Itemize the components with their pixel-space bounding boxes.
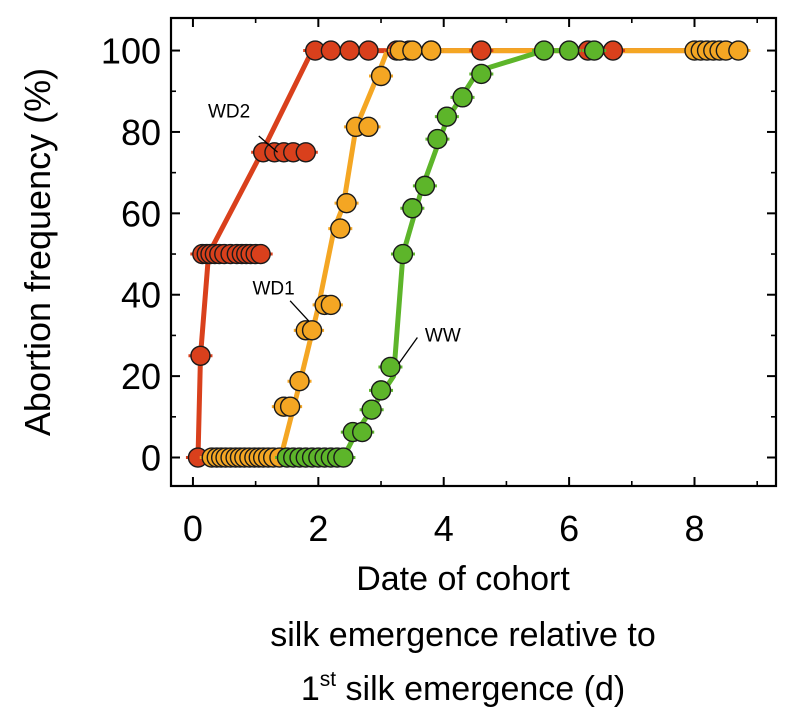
data-point	[427, 128, 448, 150]
data-point	[330, 218, 351, 239]
series-label-wd2: WD2	[208, 102, 250, 123]
data-point	[370, 65, 392, 87]
x-tick-label: 8	[684, 508, 704, 549]
data-point	[370, 380, 392, 401]
data-point	[320, 294, 342, 316]
series-points-ww	[274, 40, 607, 468]
y-axis-label: Abortion frequency (%)	[17, 68, 58, 436]
x-axis-label-line-2: silk emergence relative to	[270, 616, 656, 654]
data-point	[533, 40, 555, 61]
data-point	[250, 243, 271, 265]
data-point	[414, 175, 436, 197]
data-point	[358, 116, 379, 138]
data-point	[471, 40, 492, 61]
data-point	[452, 87, 473, 108]
data-point	[402, 198, 423, 219]
data-point	[358, 40, 379, 61]
data-point	[392, 243, 414, 265]
x-tick-label: 4	[434, 508, 454, 549]
series-line-wd2	[195, 48, 741, 460]
data-point	[301, 320, 323, 341]
data-point	[190, 345, 211, 366]
data-point	[333, 447, 354, 468]
data-point	[436, 106, 458, 127]
series-points-wd1	[199, 40, 751, 468]
y-tick-label: 0	[141, 438, 161, 479]
series-line-wd1	[195, 48, 741, 460]
annotation-leader	[258, 135, 279, 153]
series-layer	[185, 40, 751, 468]
x-tick-label: 2	[308, 508, 328, 549]
series-label-ww: WW	[425, 326, 461, 347]
annotation-leader	[398, 337, 418, 365]
data-point	[279, 396, 301, 417]
data-point	[339, 40, 360, 61]
data-point	[471, 63, 492, 85]
data-point	[380, 356, 401, 378]
data-point	[336, 192, 357, 214]
series-label-wd1: WD1	[253, 279, 295, 300]
data-point	[728, 40, 749, 61]
y-tick-label: 100	[101, 31, 161, 72]
data-point	[602, 40, 624, 61]
x-axis-label-line-3: 1st silk emergence (d)	[301, 668, 625, 708]
data-point	[289, 371, 310, 392]
data-point	[295, 142, 316, 163]
x-axis-label-sup: st	[320, 668, 337, 691]
data-point	[558, 40, 580, 61]
data-point	[420, 40, 442, 61]
x-axis-label-line-1: Date of cohort	[356, 560, 570, 598]
y-tick-label: 40	[121, 275, 161, 316]
y-tick-label: 80	[121, 112, 161, 153]
data-point	[361, 399, 382, 420]
data-point	[402, 40, 423, 61]
y-tick-label: 60	[121, 193, 161, 234]
annotation-leader	[289, 300, 310, 322]
annotation-layer: WD2 WD1 WW	[208, 102, 461, 365]
data-point	[583, 40, 605, 61]
x-axis-label-pre: 1	[301, 670, 320, 708]
data-point	[320, 40, 342, 61]
x-tick-label: 0	[183, 508, 203, 549]
x-tick-label: 6	[559, 508, 579, 549]
series-line-ww	[281, 48, 591, 460]
y-tick-label: 20	[121, 356, 161, 397]
data-point	[352, 421, 373, 443]
plot-frame	[169, 16, 778, 488]
x-axis-label-post: silk emergence (d)	[336, 670, 625, 708]
